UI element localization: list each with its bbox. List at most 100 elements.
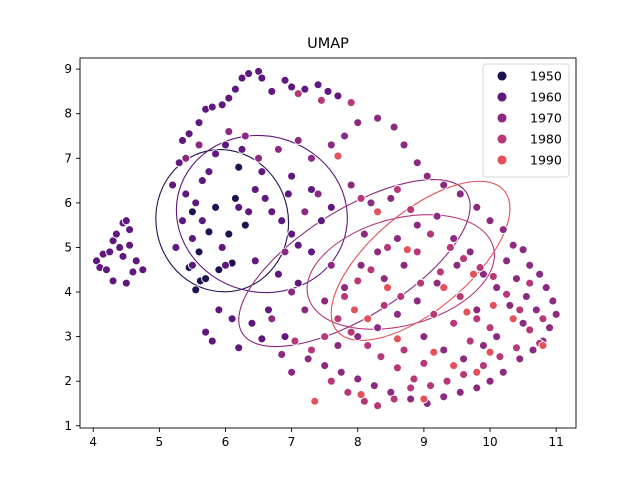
point-1990	[488, 300, 498, 310]
point-1980	[346, 327, 356, 337]
point-1980	[525, 325, 535, 335]
point-1970	[224, 127, 234, 137]
point-1970	[280, 247, 290, 257]
point-1980	[472, 314, 482, 324]
point-1980	[412, 247, 422, 257]
point-1970	[333, 341, 343, 350]
point-1980	[379, 300, 389, 310]
point-1970	[340, 283, 349, 293]
point-1970	[541, 283, 551, 293]
point-1960	[280, 332, 290, 342]
point-1950	[234, 162, 244, 172]
point-1970	[181, 153, 191, 163]
legend-label-1960: 1960	[530, 90, 562, 105]
y-axis: 1 2 3 4 5 6 7 8 9	[64, 62, 80, 433]
point-1960	[211, 149, 221, 159]
point-1960	[138, 265, 148, 275]
point-1960	[316, 216, 326, 226]
point-1970	[515, 354, 525, 364]
point-1960	[131, 256, 141, 266]
point-1970	[472, 202, 482, 212]
point-1960	[323, 86, 333, 96]
point-1960	[267, 207, 277, 217]
point-1960	[174, 158, 184, 168]
point-1970	[518, 245, 528, 255]
point-1970	[386, 193, 396, 203]
point-1970	[548, 296, 558, 306]
point-1970	[498, 225, 508, 235]
point-1980	[340, 292, 349, 301]
point-1980	[326, 376, 336, 386]
point-1970	[240, 131, 250, 141]
ellipse-1990	[330, 180, 511, 341]
point-1970	[267, 314, 277, 324]
point-1960	[307, 185, 316, 194]
point-1980	[429, 309, 439, 319]
point-1960	[237, 144, 247, 154]
point-1970	[521, 292, 531, 301]
point-1970	[419, 332, 429, 342]
point-1960	[187, 234, 197, 243]
point-1960	[267, 86, 277, 96]
point-1950	[224, 229, 234, 239]
legend-marker-1970	[496, 112, 508, 124]
point-1990	[373, 207, 383, 217]
point-1990	[419, 394, 429, 404]
point-1990	[462, 307, 472, 317]
point-1970	[465, 247, 475, 257]
point-1960	[273, 269, 283, 279]
point-1970	[194, 140, 204, 150]
point-1970	[254, 153, 264, 163]
point-1970	[379, 274, 389, 284]
point-1960	[237, 73, 247, 83]
point-1970	[535, 269, 545, 279]
point-1970	[392, 234, 402, 243]
point-1970	[551, 309, 561, 319]
point-1970	[273, 144, 283, 154]
point-1970	[439, 180, 449, 190]
point-1970	[452, 260, 462, 270]
point-1970	[472, 305, 482, 315]
point-1970	[478, 341, 488, 350]
point-1950	[230, 193, 240, 203]
point-1960	[194, 118, 204, 128]
point-1970	[545, 323, 554, 333]
point-1980	[485, 323, 495, 333]
point-1980	[512, 343, 521, 353]
point-1960	[244, 69, 254, 79]
point-1950	[211, 202, 221, 212]
legend-marker-1990	[496, 154, 508, 166]
x-tick-label: 11	[549, 435, 564, 449]
point-1970	[505, 300, 515, 310]
point-1990	[310, 396, 320, 406]
y-tick-label: 7	[64, 151, 72, 165]
point-1980	[416, 278, 426, 288]
point-1980	[459, 370, 469, 379]
point-1950	[240, 220, 250, 230]
point-1960	[250, 256, 260, 266]
point-1980	[383, 243, 392, 252]
point-1970	[531, 305, 541, 315]
point-1980	[346, 98, 356, 108]
point-1960	[221, 260, 230, 270]
x-tick-label: 5	[156, 435, 164, 449]
points-layer	[92, 66, 561, 411]
point-1960	[333, 91, 343, 101]
y-tick-label: 6	[64, 196, 72, 210]
point-1970	[340, 131, 349, 141]
point-1950	[201, 274, 211, 284]
point-1960	[105, 247, 115, 257]
point-1970	[300, 207, 310, 217]
point-1960	[234, 202, 244, 212]
point-1980	[373, 401, 383, 411]
point-1960	[102, 265, 111, 275]
point-1990	[429, 347, 439, 357]
point-1960	[201, 327, 211, 337]
point-1990	[472, 367, 482, 377]
point-1970	[293, 136, 303, 145]
point-1960	[230, 84, 240, 94]
point-1970	[472, 383, 482, 393]
point-1970	[353, 118, 363, 128]
point-1960	[293, 240, 303, 250]
y-tick-label: 1	[64, 419, 72, 433]
